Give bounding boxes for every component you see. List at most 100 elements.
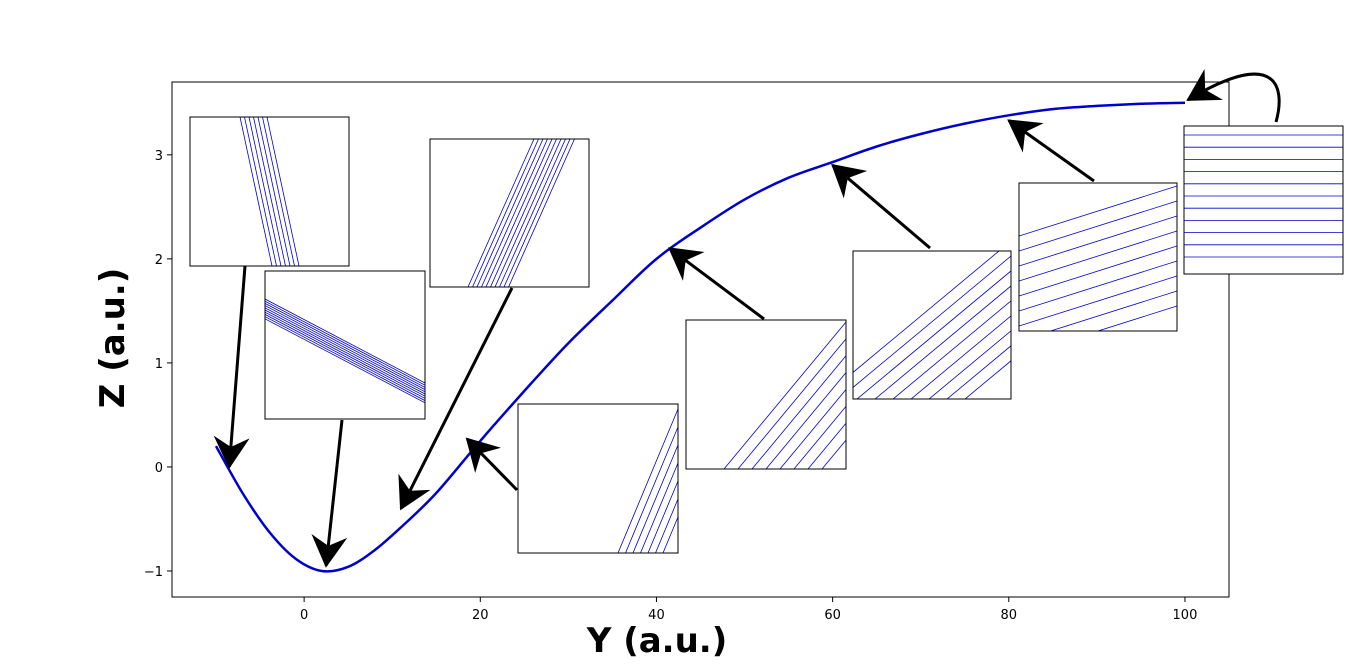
annotation-arrow <box>311 419 348 568</box>
inset-line <box>239 117 273 266</box>
annotation-arrow <box>398 287 514 511</box>
inset-line <box>265 298 425 384</box>
annotation-arrow <box>831 163 931 250</box>
inset-panel <box>517 403 679 554</box>
inset-line <box>723 321 846 469</box>
y-tick-label: 2 <box>155 253 163 268</box>
inset-line <box>751 355 846 469</box>
inset-line <box>503 139 571 287</box>
inset-line <box>265 300 425 386</box>
inset-line <box>793 405 846 469</box>
x-axis-title: Y (a.u.) <box>586 621 728 661</box>
annotation-arrow <box>213 265 250 469</box>
x-tick-label: 20 <box>472 608 489 623</box>
inset-line <box>265 305 425 390</box>
inset-line <box>257 117 291 266</box>
inset-frame <box>189 116 350 267</box>
inset-background <box>853 251 1011 399</box>
annotation-arrow <box>1007 119 1095 183</box>
annotation-arrow <box>668 247 765 321</box>
inset-line <box>632 443 678 553</box>
inset-line <box>1019 245 1177 297</box>
inset-line <box>1096 305 1177 331</box>
inset-line <box>265 309 425 395</box>
inset-line <box>494 139 562 287</box>
y-tick-label: −1 <box>144 565 163 580</box>
inset-line <box>481 139 548 287</box>
inset-line <box>265 314 425 399</box>
inset-background <box>1184 126 1343 274</box>
inset-frame <box>852 250 1012 400</box>
inset-line <box>265 307 425 393</box>
inset-line <box>266 117 300 266</box>
plot-area-frame <box>171 81 1230 598</box>
x-tick-label: 0 <box>300 608 308 623</box>
inset-line <box>265 311 425 397</box>
inset-frame <box>517 403 679 554</box>
inset-line <box>892 300 1011 399</box>
inset-panel <box>189 116 350 267</box>
inset-line <box>265 316 425 401</box>
x-tick-label: 80 <box>1001 608 1018 623</box>
inset-panel <box>1018 182 1178 332</box>
inset-line <box>476 139 544 287</box>
inset-line <box>265 318 425 404</box>
inset-line <box>853 255 1011 388</box>
inset-line <box>508 139 575 287</box>
inset-panel <box>685 319 847 470</box>
inset-frame <box>685 319 847 470</box>
x-tick-label: 60 <box>824 608 841 623</box>
inset-line <box>1019 275 1177 327</box>
inset-line <box>910 315 1011 399</box>
inset-line <box>617 408 678 553</box>
inset-frame <box>1183 125 1344 275</box>
inset-line <box>1019 200 1177 252</box>
inset-line <box>853 251 1000 373</box>
inset-line <box>1019 185 1177 237</box>
y-axis: −1 0 1 2 3 <box>144 149 172 580</box>
inset-line <box>765 371 846 469</box>
inset-panel <box>429 138 590 288</box>
annotation-arrow <box>465 437 519 492</box>
inset-line <box>265 303 425 388</box>
inset-background <box>686 320 846 469</box>
inset-line <box>1019 230 1177 282</box>
inset-frame <box>1018 182 1178 332</box>
inset-line <box>472 139 539 287</box>
inset-line <box>485 139 553 287</box>
inset-frame <box>429 138 590 288</box>
inset-line <box>928 330 1011 399</box>
inset-panel <box>852 250 1012 400</box>
inset-line <box>499 139 566 287</box>
inset-line <box>248 117 282 266</box>
inset-panel <box>264 270 426 420</box>
inset-line <box>490 139 557 287</box>
inset-line <box>779 388 846 469</box>
inset-line <box>737 338 846 469</box>
inset-line <box>244 117 277 266</box>
inset-panel <box>1183 125 1344 275</box>
inset-line <box>655 497 678 553</box>
inset-line <box>467 139 535 287</box>
inset-line <box>807 422 846 469</box>
inset-line <box>253 117 286 266</box>
y-axis-title: Z (a.u.) <box>93 268 133 409</box>
inset-line <box>647 479 678 553</box>
inset-line <box>262 117 295 266</box>
inset-line <box>1019 215 1177 267</box>
inset-background <box>518 404 678 553</box>
inset-frame <box>264 270 426 420</box>
inset-background <box>430 139 589 287</box>
inset-line <box>1019 260 1177 312</box>
y-tick-label: 3 <box>155 149 163 164</box>
y-tick-label: 1 <box>155 357 163 372</box>
x-tick-label: 100 <box>1173 608 1198 623</box>
y-tick-label: 0 <box>155 461 163 476</box>
inset-line <box>874 285 1011 399</box>
inset-line <box>625 425 678 553</box>
inset-line <box>821 439 846 469</box>
inset-background <box>1019 183 1177 331</box>
x-axis: 0 20 40 60 80 100 <box>300 597 1197 623</box>
inset-line <box>662 515 678 553</box>
